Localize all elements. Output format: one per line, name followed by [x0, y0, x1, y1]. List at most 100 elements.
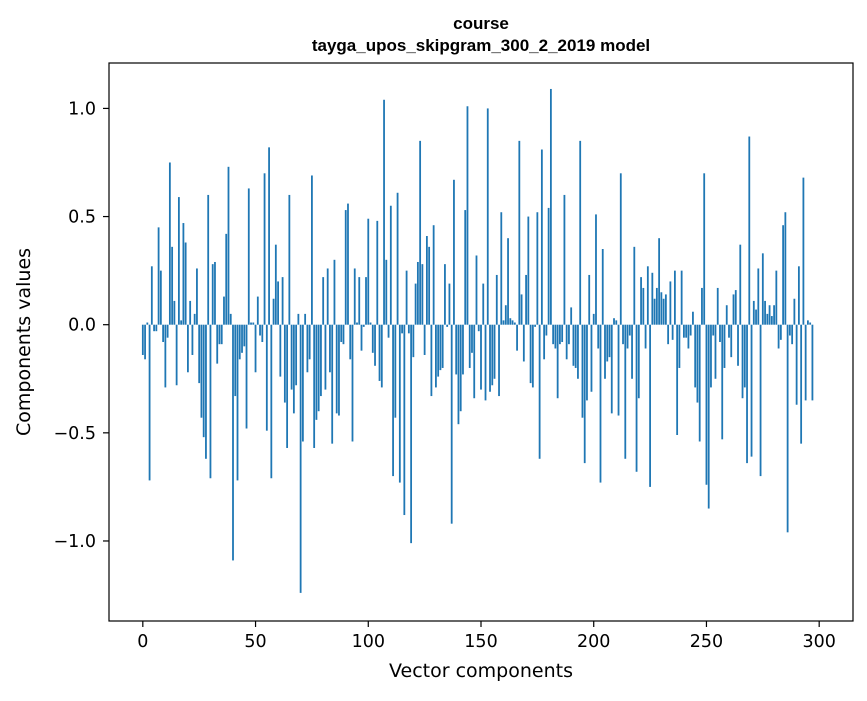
bar-120: [412, 324, 415, 358]
bar-117: [405, 270, 408, 325]
bar-278: [768, 305, 771, 325]
bar-87: [338, 324, 340, 416]
bar-266: [741, 324, 744, 399]
bar-248: [701, 287, 703, 325]
bar-98: [362, 324, 365, 327]
bar-92: [349, 324, 352, 360]
bar-58: [272, 298, 275, 325]
bar-121: [414, 283, 417, 325]
bar-275: [761, 253, 764, 325]
bar-45: [243, 324, 246, 347]
bar-39: [229, 313, 232, 325]
bar-5: [153, 324, 155, 332]
x-tick-label: 50: [244, 632, 266, 652]
bar-114: [398, 324, 401, 483]
bar-91: [347, 203, 349, 325]
bar-64: [286, 324, 289, 448]
bar-273: [757, 268, 760, 325]
bar-1: [144, 324, 146, 360]
x-tick-label: 250: [690, 632, 723, 652]
bar-201: [595, 214, 597, 325]
bar-211: [617, 324, 620, 416]
bar-260: [728, 324, 730, 338]
bar-230: [660, 292, 663, 325]
bar-242: [687, 324, 690, 349]
bar-166: [516, 324, 518, 351]
bar-82: [326, 268, 329, 325]
bar-146: [471, 324, 473, 353]
bar-167: [518, 140, 521, 325]
x-axis-label: Vector components: [389, 660, 573, 682]
bar-108: [385, 259, 388, 325]
bar-192: [574, 324, 577, 368]
bar-89: [342, 324, 345, 345]
bar-259: [725, 305, 728, 325]
bar-78: [317, 324, 320, 412]
bar-172: [529, 324, 532, 384]
bar-51: [256, 296, 259, 325]
bar-286: [786, 324, 789, 533]
bar-136: [448, 283, 451, 325]
bar-180: [547, 207, 550, 325]
bar-34: [218, 324, 221, 345]
bar-199: [590, 324, 593, 392]
bar-212: [619, 173, 622, 325]
bar-283: [779, 324, 782, 340]
bar-207: [608, 324, 611, 358]
bar-194: [579, 140, 582, 325]
bar-226: [651, 272, 654, 325]
bar-62: [281, 277, 284, 325]
bar-series: [141, 88, 814, 593]
bar-187: [563, 194, 566, 325]
x-tick-label: 300: [802, 632, 835, 652]
bar-168: [520, 294, 523, 325]
bar-186: [561, 324, 564, 342]
bar-126: [425, 236, 428, 325]
bar-268: [746, 324, 748, 464]
bar-109: [387, 324, 390, 338]
bar-85: [333, 259, 336, 325]
bar-57: [270, 324, 273, 479]
bar-43: [238, 324, 241, 360]
bar-200: [592, 313, 595, 325]
bar-210: [615, 320, 618, 325]
bar-94: [353, 268, 356, 325]
bar-225: [649, 324, 651, 487]
bar-65: [288, 194, 291, 325]
axes: 0 50 100 150 200 250 300 −1.0 −0.5 0.0 0.5 1.0: [54, 62, 854, 652]
bar-159: [500, 212, 503, 325]
bar-27: [202, 324, 205, 438]
bar-197: [586, 324, 588, 401]
bar-61: [279, 324, 282, 377]
bar-131: [437, 324, 440, 377]
bar-10: [164, 324, 167, 388]
bar-160: [502, 320, 505, 325]
bar-124: [421, 264, 424, 325]
bar-36: [223, 296, 225, 325]
bar-252: [710, 324, 712, 388]
bar-137: [450, 324, 453, 524]
bar-162: [507, 238, 509, 325]
bar-263: [734, 290, 737, 325]
bar-48: [250, 322, 252, 325]
bar-185: [559, 324, 561, 345]
bar-122: [416, 261, 419, 325]
y-tick-label: −0.5: [54, 424, 97, 444]
bar-164: [511, 320, 514, 325]
bar-17: [180, 320, 183, 325]
bar-153: [486, 108, 489, 325]
bar-188: [565, 324, 568, 360]
bar-123: [419, 140, 422, 325]
bar-227: [653, 298, 656, 325]
bar-279: [770, 316, 773, 325]
bar-170: [525, 274, 527, 325]
bar-141: [459, 324, 462, 412]
bar-158: [498, 324, 500, 397]
bar-297: [811, 324, 814, 401]
y-tick-label: 1.0: [68, 99, 96, 119]
bar-247: [698, 324, 701, 442]
bar-53: [261, 324, 264, 342]
bar-19: [184, 242, 187, 325]
bar-68: [295, 324, 298, 386]
